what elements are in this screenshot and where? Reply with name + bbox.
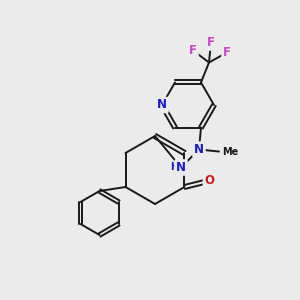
Text: O: O <box>204 175 214 188</box>
Text: N: N <box>194 143 204 156</box>
Text: N: N <box>176 161 186 174</box>
Text: Me: Me <box>222 146 238 157</box>
Text: F: F <box>223 46 231 59</box>
Text: H: H <box>170 161 178 172</box>
Text: N: N <box>157 98 167 112</box>
Text: F: F <box>189 44 197 57</box>
Text: F: F <box>207 36 215 49</box>
